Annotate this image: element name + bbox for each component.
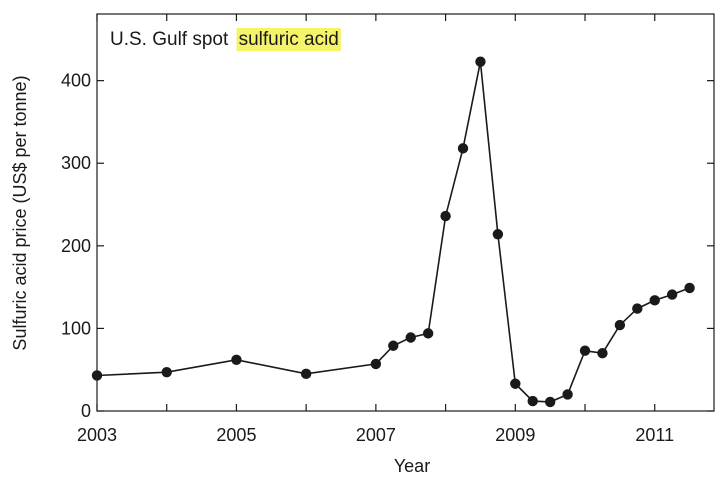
data-point <box>457 143 469 154</box>
data-point <box>440 210 451 222</box>
data-point <box>684 282 695 294</box>
y-tick-label: 400 <box>61 71 91 91</box>
data-point <box>579 345 591 356</box>
data-point <box>527 395 538 407</box>
series-layer <box>91 56 695 408</box>
data-point <box>562 389 573 400</box>
y-tick-label: 100 <box>61 318 91 338</box>
x-tick-label: 2003 <box>77 425 117 445</box>
data-point <box>597 347 608 359</box>
data-point <box>614 319 626 331</box>
x-axis-label: Year <box>394 456 430 473</box>
data-point <box>649 295 660 306</box>
y-axis-label: Sulfuric acid price (US$ per tonne) <box>10 75 30 350</box>
data-point <box>544 396 556 408</box>
data-point <box>388 340 399 351</box>
title-text: U.S. Gulf spot sulfuric acid <box>110 29 339 50</box>
data-point <box>161 366 172 378</box>
y-tick-label: 0 <box>81 401 91 421</box>
x-tick-label: 2009 <box>495 425 535 445</box>
data-point <box>231 354 242 365</box>
chart-title: U.S. Gulf spot sulfuric acid <box>110 28 341 51</box>
y-tick-label: 200 <box>61 236 91 256</box>
data-point <box>422 328 434 339</box>
data-point <box>370 358 382 370</box>
x-tick-label: 2011 <box>635 425 674 445</box>
y-tick-label: 300 <box>61 153 91 173</box>
data-point <box>492 229 504 240</box>
y-axis-ticks: 0 100 200 300 400 <box>61 71 714 421</box>
data-point <box>91 370 103 381</box>
data-point <box>475 56 486 67</box>
data-point <box>666 289 678 300</box>
title-highlight <box>236 28 341 51</box>
data-point <box>405 332 416 343</box>
title-highlight-text: sulfuric acid <box>239 29 339 50</box>
data-point <box>510 378 521 389</box>
data-point <box>300 368 312 380</box>
plot-frame <box>96 13 715 412</box>
title-prefix: U.S. Gulf spot <box>110 29 229 50</box>
x-tick-label: 2005 <box>216 425 256 445</box>
x-axis-ticks: 2003 2005 2007 2009 2011 <box>77 14 674 445</box>
x-tick-label: 2007 <box>356 425 396 445</box>
data-point <box>632 303 643 314</box>
